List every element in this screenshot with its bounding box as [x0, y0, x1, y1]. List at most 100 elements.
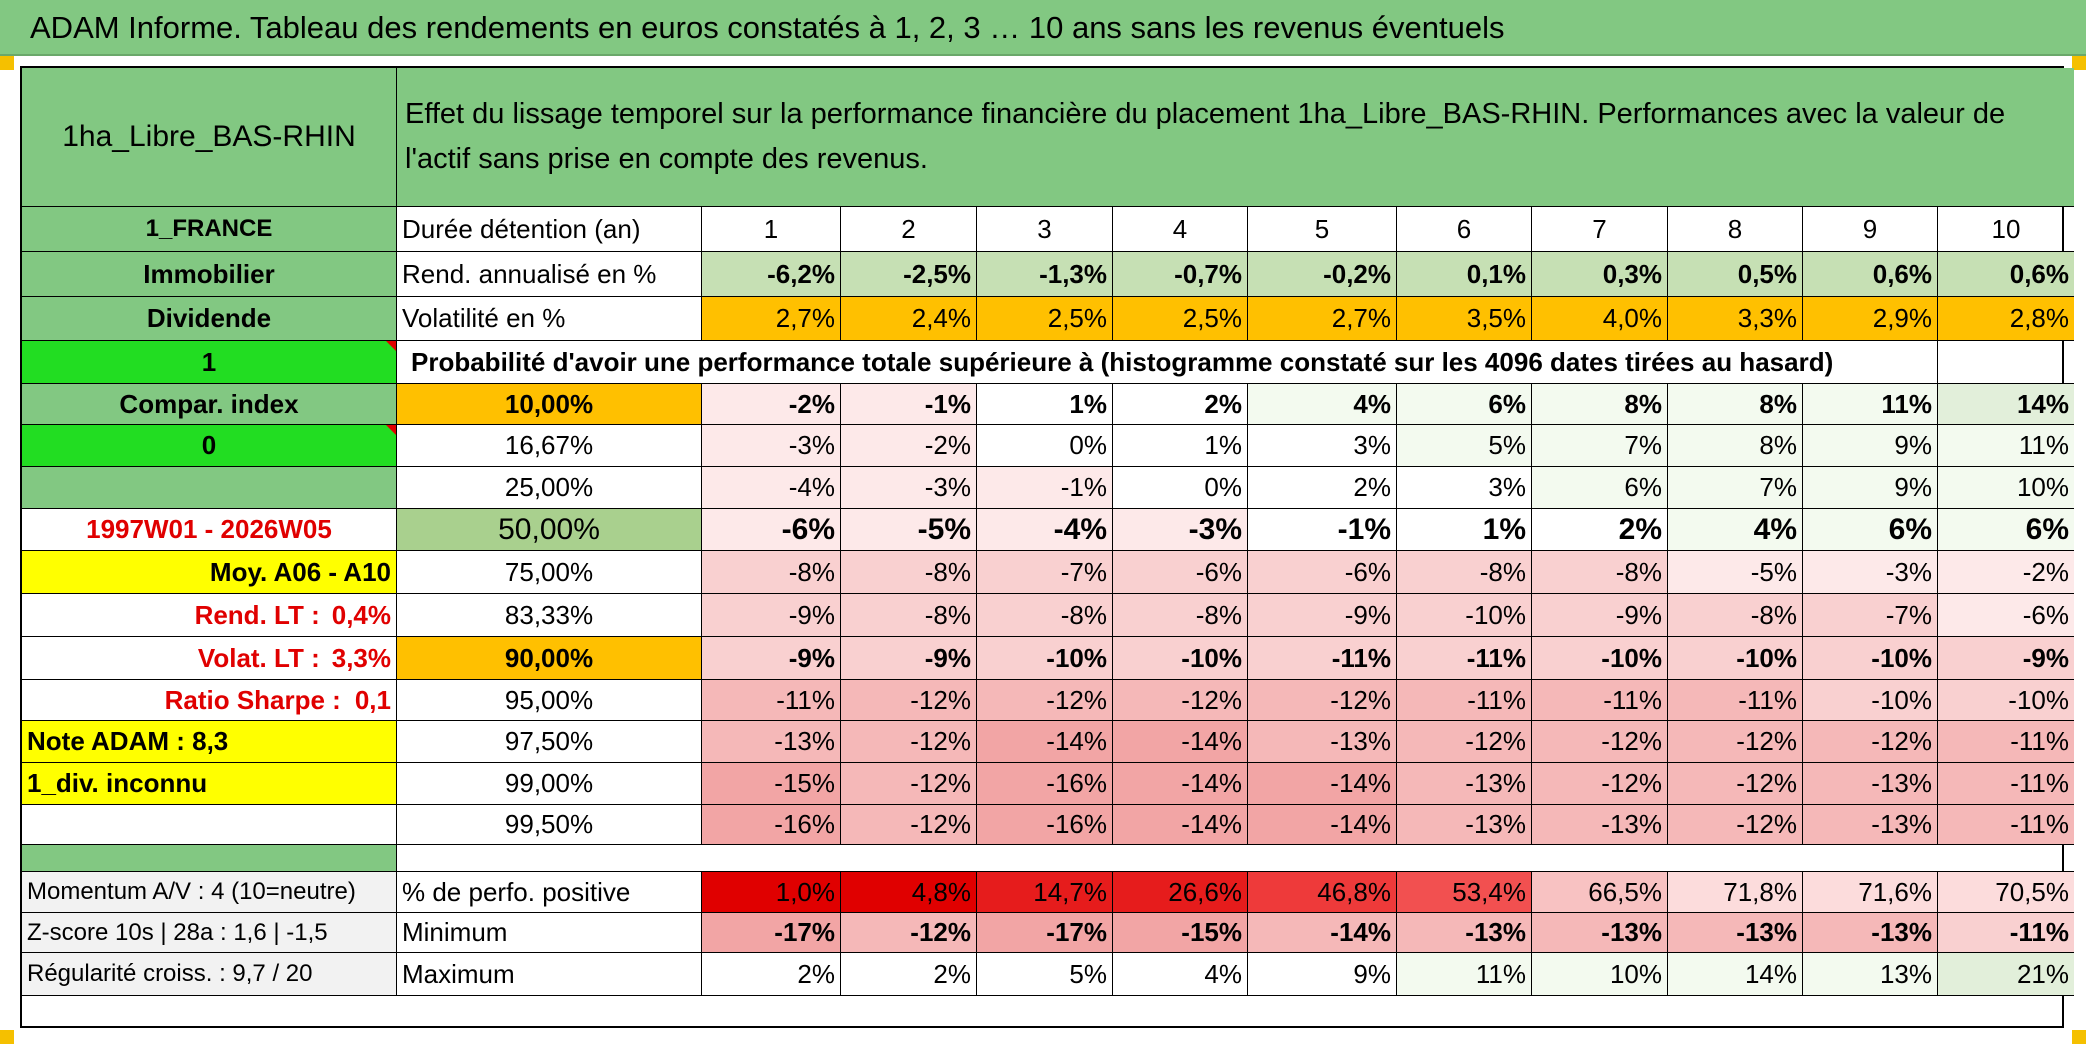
- percentile-cell: 4%: [1248, 384, 1397, 425]
- rend-lt-label: Rend. LT :: [194, 599, 320, 630]
- adam-score: Note ADAM : 8,3: [22, 721, 397, 763]
- positive-cell: 66,5%: [1532, 872, 1668, 913]
- performance-table: 1ha_Libre_BAS-RHIN Effet du lissage temp…: [20, 66, 2074, 1028]
- percentile-cell: -2%: [1938, 551, 2074, 594]
- percentile-cell: -13%: [1532, 805, 1668, 845]
- year-header: 8: [1668, 207, 1803, 252]
- country-label: 1_FRANCE: [22, 207, 397, 252]
- percentile-cell: -6%: [1938, 594, 2074, 637]
- percentile-cell: -11%: [702, 680, 841, 721]
- percentile-cell: -1%: [977, 467, 1113, 509]
- average-label: Moy. A06 - A10: [22, 551, 397, 594]
- percentile-cell: 6%: [1532, 467, 1668, 509]
- empty-cell: [22, 467, 397, 509]
- rend-cell: 0,5%: [1668, 252, 1803, 297]
- minimum-cell: -13%: [1668, 913, 1803, 953]
- percentile-cell: 10%: [1938, 467, 2074, 509]
- percentile-cell: -8%: [1113, 594, 1248, 637]
- percentile-cell: -3%: [702, 425, 841, 467]
- maximum-cell: 4%: [1113, 953, 1248, 996]
- maximum-cell: 2%: [702, 953, 841, 996]
- percentile-cell: -11%: [1248, 637, 1397, 680]
- positive-cell: 26,6%: [1113, 872, 1248, 913]
- percentile-label: 16,67%: [397, 425, 702, 467]
- percentile-cell: -6%: [1248, 551, 1397, 594]
- vol-cell: 2,5%: [1113, 297, 1248, 341]
- maximum-cell: 13%: [1803, 953, 1938, 996]
- report-title: ADAM Informe. Tableau des rendements en …: [0, 0, 2086, 56]
- corner-marker: [0, 1030, 14, 1044]
- volat-lt-value: 3,3%: [331, 642, 391, 673]
- percentile-cell: -11%: [1938, 721, 2074, 763]
- year-header: 10: [1938, 207, 2074, 252]
- percentile-label: 97,50%: [397, 721, 702, 763]
- sharpe-ratio: Ratio Sharpe : 0,1: [22, 680, 397, 721]
- percentile-cell: -13%: [1803, 805, 1938, 845]
- empty-cell: [1938, 341, 2074, 384]
- percentile-cell: -11%: [1397, 680, 1532, 721]
- percentile-cell: 14%: [1938, 384, 2074, 425]
- flag-zero: 0: [22, 425, 397, 467]
- percentile-cell: -12%: [841, 721, 977, 763]
- maximum-cell: 9%: [1248, 953, 1397, 996]
- vol-cell: 2,4%: [841, 297, 977, 341]
- positive-cell: 70,5%: [1938, 872, 2074, 913]
- percentile-cell: 0%: [977, 425, 1113, 467]
- type-label: Dividende: [22, 297, 397, 341]
- percentile-cell: -14%: [1113, 805, 1248, 845]
- percentile-cell: 6%: [1803, 509, 1938, 551]
- rend-cell: -1,3%: [977, 252, 1113, 297]
- percentile-cell: -12%: [1532, 721, 1668, 763]
- percentile-cell: 9%: [1803, 425, 1938, 467]
- percentile-cell: -3%: [1803, 551, 1938, 594]
- empty-cell: [22, 805, 397, 845]
- positive-cell: 53,4%: [1397, 872, 1532, 913]
- corner-marker: [0, 56, 14, 70]
- percentile-cell: -8%: [1397, 551, 1532, 594]
- percentile-cell: -1%: [1248, 509, 1397, 551]
- vol-cell: 3,5%: [1397, 297, 1532, 341]
- percentile-label: 25,00%: [397, 467, 702, 509]
- percentile-cell: -10%: [1668, 637, 1803, 680]
- percentile-cell: -7%: [977, 551, 1113, 594]
- sharpe-value: 0,1: [354, 684, 391, 715]
- percentile-cell: -12%: [1668, 721, 1803, 763]
- percentile-cell: -13%: [1397, 805, 1532, 845]
- percentile-cell: -9%: [1248, 594, 1397, 637]
- percentile-cell: 2%: [1113, 384, 1248, 425]
- percentile-cell: -16%: [702, 805, 841, 845]
- percentile-cell: -12%: [1668, 805, 1803, 845]
- percentile-cell: -8%: [977, 594, 1113, 637]
- regularity-label: Régularité croiss. : 9,7 / 20: [22, 953, 397, 996]
- percentile-cell: -12%: [841, 763, 977, 805]
- maximum-cell: 5%: [977, 953, 1113, 996]
- percentile-cell: -13%: [1803, 763, 1938, 805]
- vol-cell: 3,3%: [1668, 297, 1803, 341]
- year-header: 2: [841, 207, 977, 252]
- percentile-cell: -12%: [1397, 721, 1532, 763]
- corner-marker: [2072, 1030, 2086, 1044]
- vol-label: Volatilité en %: [397, 297, 702, 341]
- percentile-cell: -9%: [841, 637, 977, 680]
- positive-cell: 14,7%: [977, 872, 1113, 913]
- rend-cell: 0,1%: [1397, 252, 1532, 297]
- percentile-cell: -8%: [841, 551, 977, 594]
- asset-name: 1ha_Libre_BAS-RHIN: [22, 68, 397, 207]
- percentile-cell: -5%: [841, 509, 977, 551]
- minimum-label: Minimum: [397, 913, 702, 953]
- percentile-label: 99,00%: [397, 763, 702, 805]
- percentile-cell: -8%: [1668, 594, 1803, 637]
- percentile-cell: -10%: [1113, 637, 1248, 680]
- percentile-cell: -8%: [1532, 551, 1668, 594]
- rend-cell: -0,2%: [1248, 252, 1397, 297]
- year-header: 6: [1397, 207, 1532, 252]
- percentile-cell: 1%: [977, 384, 1113, 425]
- rend-cell: 0,6%: [1938, 252, 2074, 297]
- percentile-cell: -12%: [841, 680, 977, 721]
- percentile-cell: -14%: [1248, 763, 1397, 805]
- percentile-cell: -14%: [977, 721, 1113, 763]
- rend-cell: -6,2%: [702, 252, 841, 297]
- percentile-cell: 3%: [1248, 425, 1397, 467]
- year-header: 4: [1113, 207, 1248, 252]
- rend-lt-value: 0,4%: [331, 599, 391, 630]
